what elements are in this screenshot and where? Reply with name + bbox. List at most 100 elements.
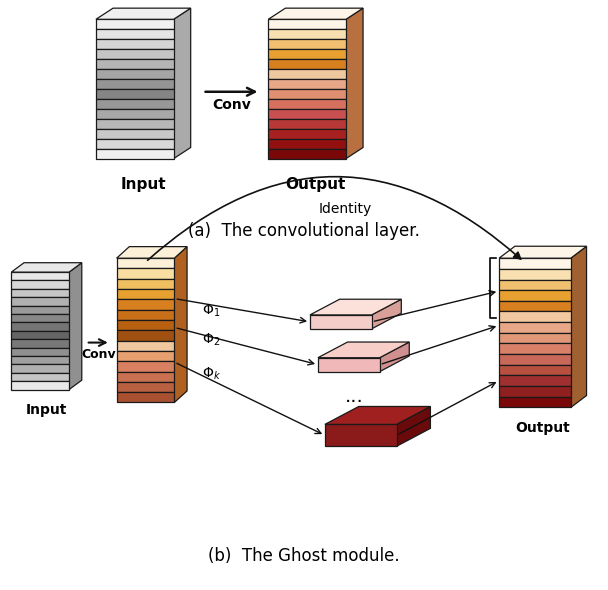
Polygon shape xyxy=(117,299,174,310)
Polygon shape xyxy=(96,19,174,30)
Polygon shape xyxy=(117,279,174,289)
Polygon shape xyxy=(268,149,346,159)
Polygon shape xyxy=(499,386,571,397)
Polygon shape xyxy=(499,375,571,386)
Polygon shape xyxy=(499,269,571,280)
Polygon shape xyxy=(325,407,430,424)
Polygon shape xyxy=(371,299,401,329)
Polygon shape xyxy=(96,69,174,79)
Polygon shape xyxy=(117,382,174,392)
Polygon shape xyxy=(499,365,571,375)
Polygon shape xyxy=(12,331,69,339)
Polygon shape xyxy=(12,381,69,389)
Polygon shape xyxy=(499,280,571,290)
Polygon shape xyxy=(346,8,363,159)
Polygon shape xyxy=(499,312,571,322)
Polygon shape xyxy=(268,59,346,69)
Polygon shape xyxy=(268,8,363,19)
Polygon shape xyxy=(12,356,69,365)
Text: $\Phi_1$: $\Phi_1$ xyxy=(202,303,221,319)
Polygon shape xyxy=(117,310,174,320)
Polygon shape xyxy=(12,323,69,331)
Text: Input: Input xyxy=(120,176,166,192)
Polygon shape xyxy=(69,263,82,389)
Polygon shape xyxy=(268,119,346,129)
Polygon shape xyxy=(96,139,174,149)
Text: Output: Output xyxy=(286,176,346,192)
Polygon shape xyxy=(117,361,174,372)
Polygon shape xyxy=(96,39,174,49)
Polygon shape xyxy=(12,263,82,272)
Polygon shape xyxy=(96,30,174,39)
Polygon shape xyxy=(268,99,346,109)
Text: Output: Output xyxy=(516,421,570,435)
Polygon shape xyxy=(12,280,69,289)
Polygon shape xyxy=(117,351,174,361)
Polygon shape xyxy=(310,315,371,329)
Polygon shape xyxy=(571,246,587,408)
FancyArrowPatch shape xyxy=(148,176,520,260)
Text: Conv: Conv xyxy=(212,98,251,112)
Text: $\Phi_2$: $\Phi_2$ xyxy=(202,332,221,348)
Polygon shape xyxy=(499,354,571,365)
Polygon shape xyxy=(499,246,587,258)
Polygon shape xyxy=(117,330,174,340)
Polygon shape xyxy=(268,49,346,59)
Polygon shape xyxy=(12,373,69,381)
Polygon shape xyxy=(268,139,346,149)
Polygon shape xyxy=(499,322,571,333)
Polygon shape xyxy=(268,39,346,49)
Polygon shape xyxy=(117,289,174,299)
Polygon shape xyxy=(12,314,69,323)
Polygon shape xyxy=(96,79,174,89)
Polygon shape xyxy=(96,109,174,119)
Polygon shape xyxy=(12,306,69,314)
Text: Conv: Conv xyxy=(81,348,116,360)
Polygon shape xyxy=(96,129,174,139)
Text: (a)  The convolutional layer.: (a) The convolutional layer. xyxy=(188,222,420,240)
Polygon shape xyxy=(499,301,571,312)
Polygon shape xyxy=(325,424,396,446)
Polygon shape xyxy=(318,358,379,372)
Polygon shape xyxy=(12,289,69,297)
Polygon shape xyxy=(174,8,191,159)
Polygon shape xyxy=(499,397,571,408)
Polygon shape xyxy=(117,320,174,330)
Text: Input: Input xyxy=(26,404,67,418)
Polygon shape xyxy=(174,247,187,402)
Polygon shape xyxy=(499,290,571,301)
Polygon shape xyxy=(12,365,69,373)
Polygon shape xyxy=(396,407,430,446)
Text: (b)  The Ghost module.: (b) The Ghost module. xyxy=(208,547,400,565)
Polygon shape xyxy=(117,392,174,402)
Polygon shape xyxy=(96,119,174,129)
Polygon shape xyxy=(318,342,409,358)
Polygon shape xyxy=(268,89,346,99)
Polygon shape xyxy=(268,30,346,39)
Text: $\Phi_k$: $\Phi_k$ xyxy=(202,366,221,382)
Polygon shape xyxy=(499,333,571,343)
Polygon shape xyxy=(96,99,174,109)
Polygon shape xyxy=(96,49,174,59)
Polygon shape xyxy=(268,129,346,139)
Polygon shape xyxy=(12,272,69,280)
Polygon shape xyxy=(268,69,346,79)
Polygon shape xyxy=(499,343,571,354)
Polygon shape xyxy=(379,342,409,372)
Polygon shape xyxy=(268,109,346,119)
Polygon shape xyxy=(117,258,174,268)
Polygon shape xyxy=(12,339,69,348)
Polygon shape xyxy=(117,372,174,382)
Polygon shape xyxy=(117,268,174,279)
Text: Identity: Identity xyxy=(318,202,371,217)
Polygon shape xyxy=(96,59,174,69)
Polygon shape xyxy=(268,79,346,89)
Polygon shape xyxy=(96,149,174,159)
Polygon shape xyxy=(499,258,571,269)
Polygon shape xyxy=(12,297,69,306)
Polygon shape xyxy=(96,8,191,19)
Polygon shape xyxy=(310,299,401,315)
Text: ...: ... xyxy=(344,386,363,405)
Polygon shape xyxy=(268,19,346,30)
Polygon shape xyxy=(117,247,187,258)
